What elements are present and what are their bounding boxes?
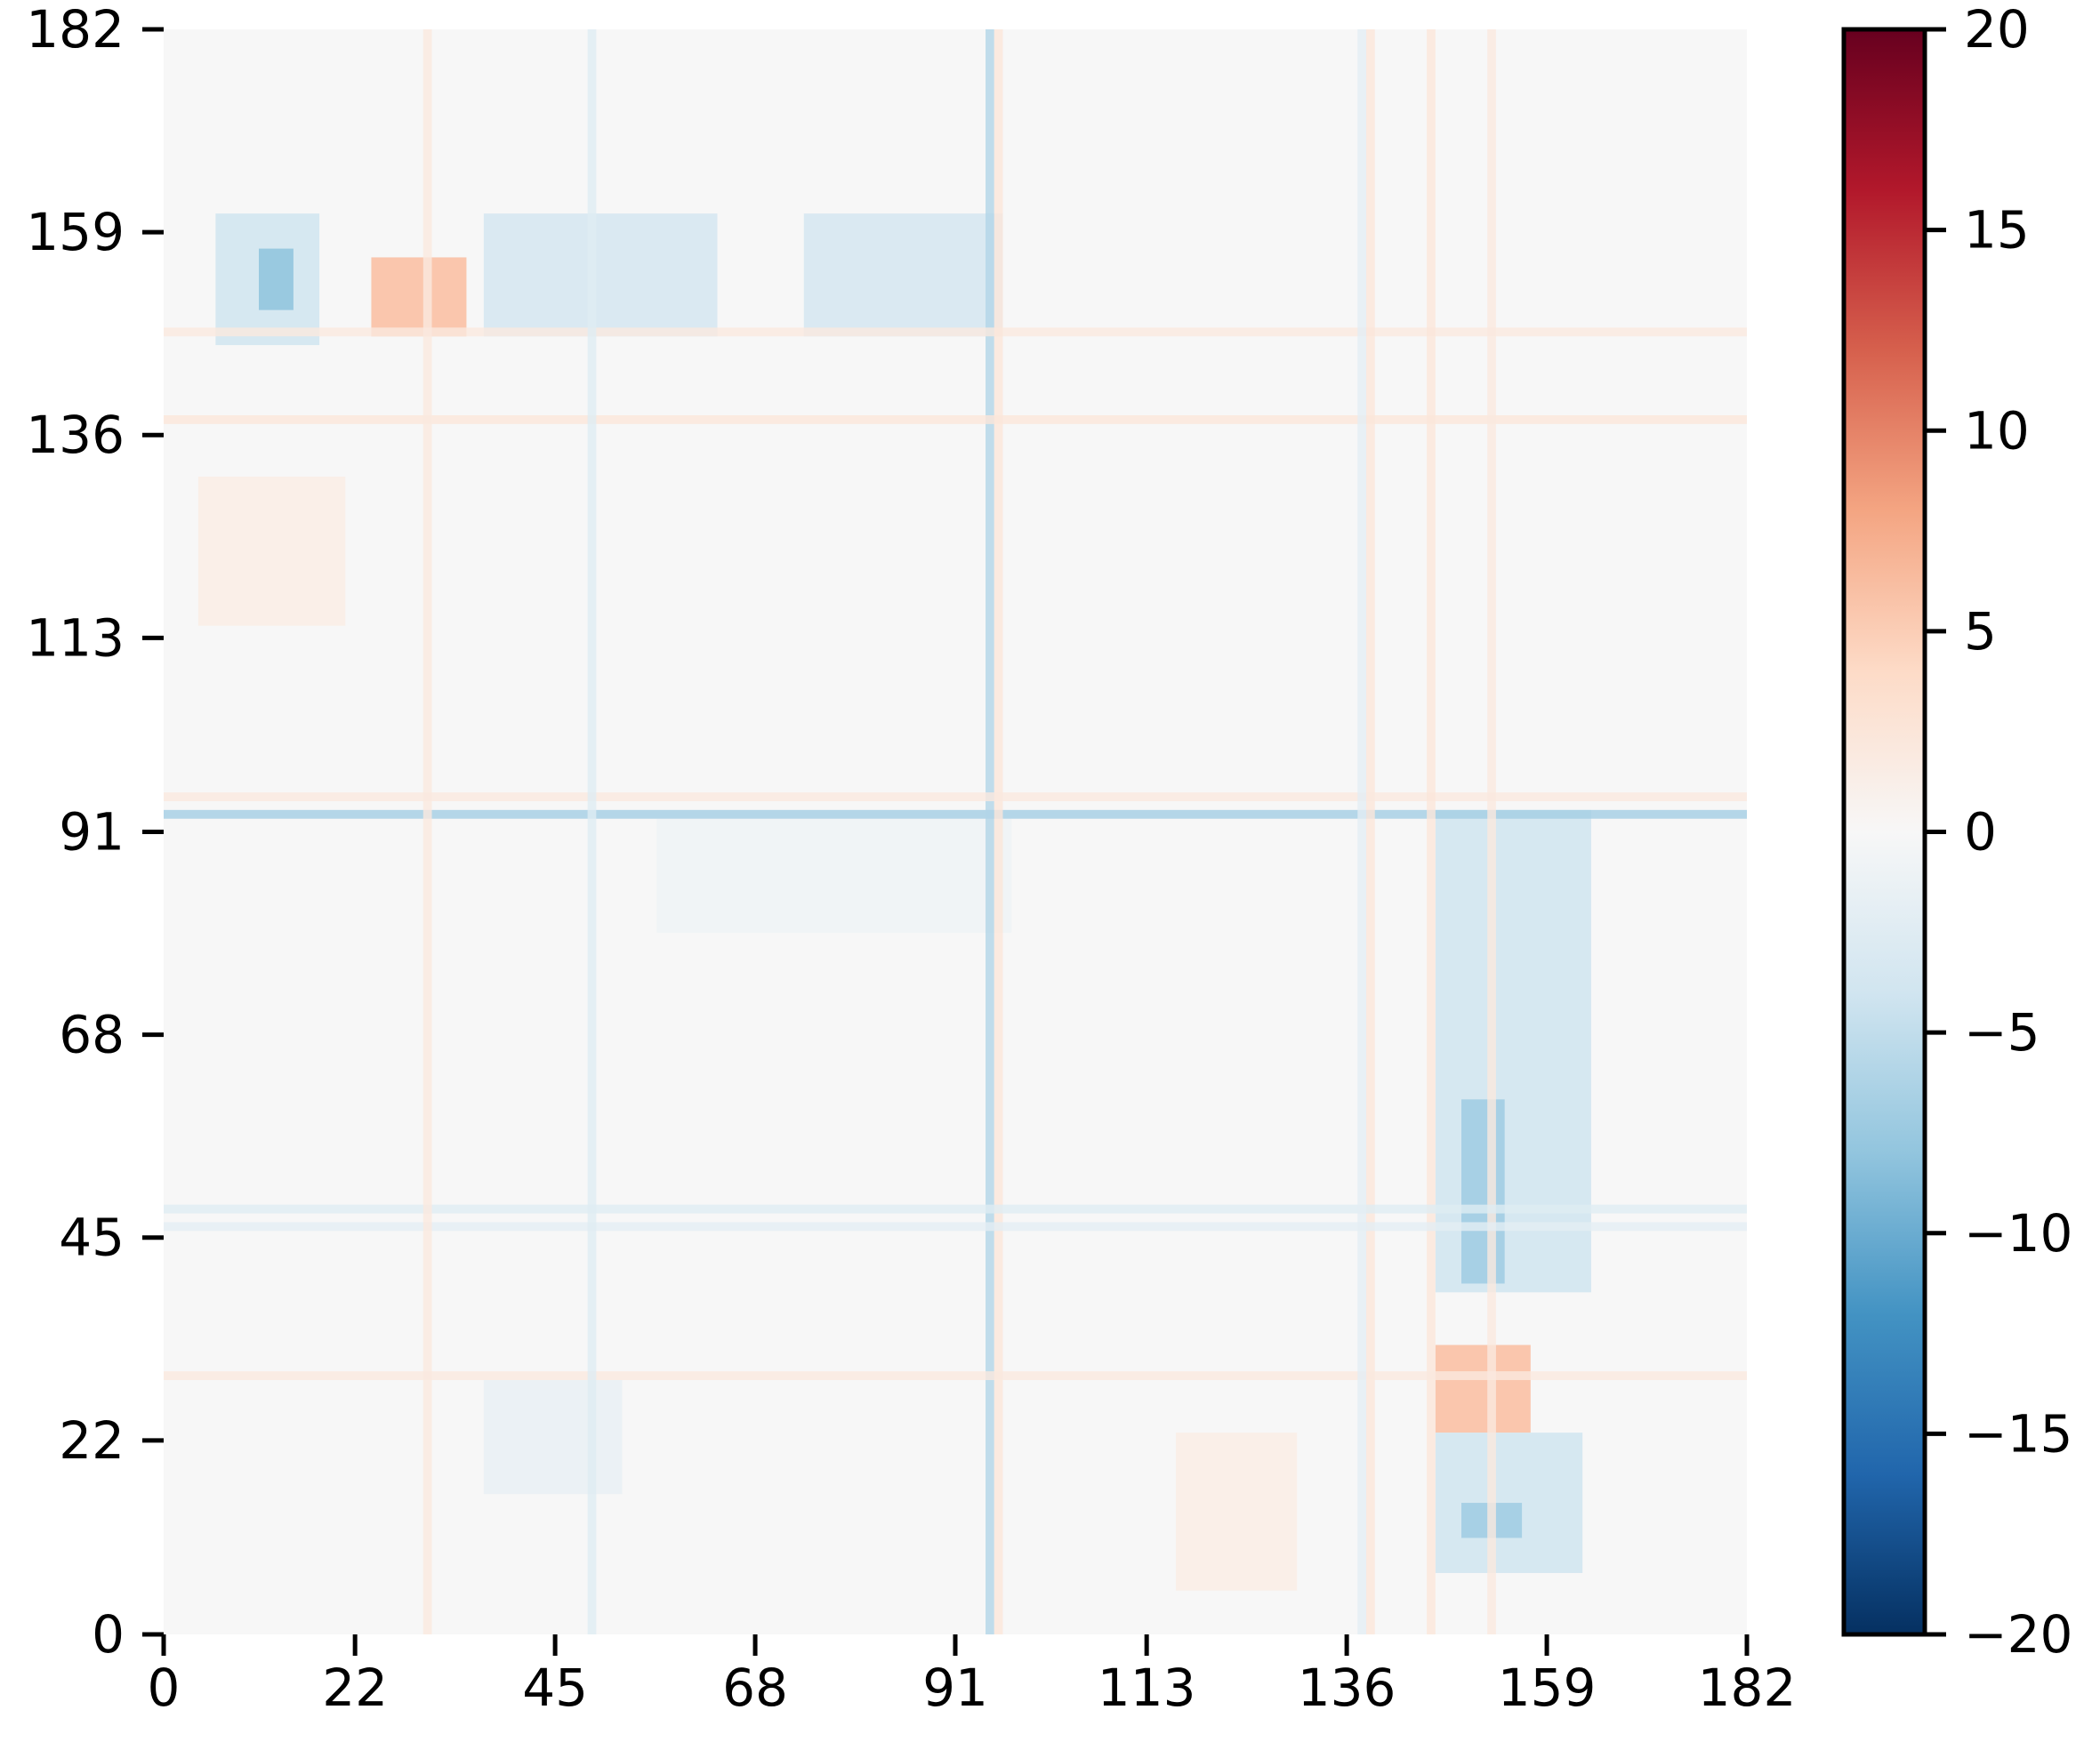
heatmap-region (483, 1379, 623, 1495)
heatmap-region (1461, 1099, 1505, 1284)
heatmap-row-band (164, 1371, 1747, 1380)
x-tick-label: 113 (1098, 1658, 1196, 1718)
heatmap-row-band (164, 792, 1747, 801)
y-tick-label: 113 (26, 607, 125, 668)
x-tick-label: 45 (522, 1658, 588, 1718)
heatmap-row-band (164, 809, 1747, 819)
colorbar-tick-label: −10 (1964, 1203, 2072, 1264)
heatmap-column-band (986, 29, 994, 1634)
heatmap-column-band (1357, 29, 1367, 1634)
heatmap-region (803, 213, 1003, 337)
y-tick-label: 159 (26, 202, 125, 262)
x-tick-label: 136 (1298, 1658, 1396, 1718)
colorbar-tick-label: 5 (1964, 601, 1997, 662)
heatmap-plot-area (164, 29, 1747, 1634)
heatmap-region (371, 257, 467, 337)
y-tick-label: 68 (59, 1005, 125, 1065)
heatmap-region (258, 248, 294, 310)
x-tick-label: 182 (1698, 1658, 1797, 1718)
colorbar-tick-label: −20 (1964, 1604, 2072, 1665)
heatmap-row-band (164, 327, 1747, 337)
heatmap-column-band (1366, 29, 1375, 1634)
heatmap-region (197, 477, 346, 626)
y-tick-label: 91 (59, 802, 125, 863)
heatmap-row-band (164, 414, 1747, 424)
x-tick-label: 0 (148, 1658, 181, 1718)
colorbar-tick-label: 0 (1964, 802, 1997, 863)
x-axis: 0 22 45 68 91 113 136 159 182 (148, 1634, 1797, 1718)
heatmap-row-band (164, 1204, 1747, 1214)
colorbar-tick-label: −5 (1964, 1002, 2040, 1063)
y-axis: 0 22 45 68 91 113 136 159 182 (26, 0, 164, 1665)
y-tick-label: 136 (26, 405, 125, 465)
colorbar-tick-label: 15 (1964, 200, 2030, 261)
heatmap-column-band (1427, 29, 1436, 1634)
heatmap-column-band (994, 29, 1003, 1634)
colorbar-tick-label: 10 (1964, 400, 2030, 461)
heatmap-region (1435, 1345, 1531, 1433)
x-tick-label: 91 (922, 1658, 988, 1718)
heatmap-region (656, 818, 1012, 933)
y-tick-label: 182 (26, 0, 125, 60)
heatmap-region (483, 213, 718, 337)
heatmap-column-band (587, 29, 597, 1634)
x-tick-label: 68 (722, 1658, 788, 1718)
colorbar-gradient (1841, 27, 1927, 1637)
heatmap-region (1176, 1433, 1298, 1591)
heatmap-row-band (164, 1222, 1747, 1232)
y-tick-label: 45 (59, 1208, 125, 1268)
colorbar-axis: −20 −15 −10 −5 0 5 10 15 20 (1925, 0, 2072, 1665)
y-tick-label: 22 (59, 1410, 125, 1471)
colorbar (1841, 27, 1927, 1637)
heatmap-column-band (1487, 29, 1496, 1634)
x-tick-label: 22 (322, 1658, 388, 1718)
colorbar-tick-label: −15 (1964, 1403, 2072, 1464)
heatmap-column-band (422, 29, 432, 1634)
colorbar-tick-label: 20 (1964, 0, 2030, 60)
heatmap-region (1435, 809, 1591, 1293)
y-tick-label: 0 (92, 1604, 125, 1665)
x-tick-label: 159 (1498, 1658, 1597, 1718)
